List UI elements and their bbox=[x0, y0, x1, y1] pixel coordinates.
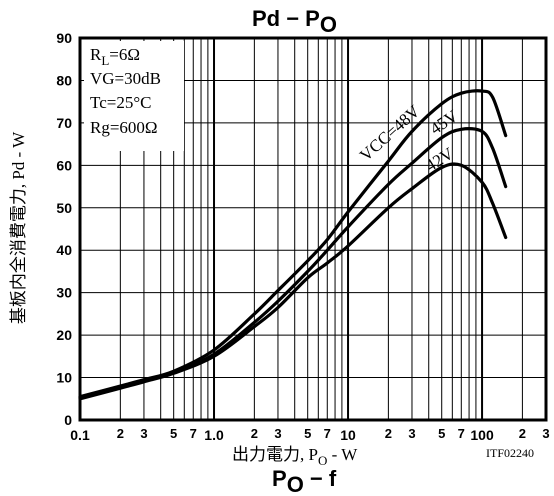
y-tick-label: 20 bbox=[56, 327, 72, 343]
chart-title: Pd − PO bbox=[252, 6, 337, 37]
figure-code: ITF02240 bbox=[486, 446, 534, 460]
y-tick-label: 60 bbox=[56, 157, 72, 173]
x-tick-label-major: 10 bbox=[340, 427, 356, 443]
x-tick-label-minor: 7 bbox=[458, 426, 465, 441]
y-axis-label: 基板内全消費電力, Pd - W bbox=[9, 131, 28, 324]
condition-rg: Rg=600Ω bbox=[90, 118, 158, 137]
x-tick-label-major: 100 bbox=[470, 427, 494, 443]
y-tick-label: 40 bbox=[56, 242, 72, 258]
x-tick-label-major: 0.1 bbox=[70, 427, 90, 443]
x-tick-label-minor: 5 bbox=[304, 426, 311, 441]
condition-vg: VG=30dB bbox=[90, 69, 161, 88]
y-tick-label: 0 bbox=[64, 412, 72, 428]
chart-title-subscript: O bbox=[320, 12, 337, 37]
footer-title: PO − f bbox=[272, 466, 337, 496]
condition-rl: RL=6Ω bbox=[90, 45, 140, 68]
plot-frame bbox=[78, 36, 548, 422]
y-tick-label: 50 bbox=[56, 200, 72, 216]
x-tick-label-minor: 3 bbox=[274, 426, 281, 441]
y-tick-label: 30 bbox=[56, 285, 72, 301]
condition-tc: Tc=25°C bbox=[90, 93, 151, 112]
x-tick-label-major: 1.0 bbox=[204, 427, 224, 443]
y-tick-labels: 0 10 20 30 40 50 60 70 80 90 bbox=[56, 30, 72, 428]
x-tick-label-minor: 2 bbox=[117, 426, 124, 441]
series-line-2 bbox=[78, 162, 508, 401]
x-tick-label-minor: 5 bbox=[438, 426, 445, 441]
x-tick-label-minor: 2 bbox=[385, 426, 392, 441]
y-tick-label: 70 bbox=[56, 115, 72, 131]
x-tick-label-minor: 7 bbox=[324, 426, 331, 441]
y-tick-label: 90 bbox=[56, 30, 72, 46]
x-tick-label-minor: 3 bbox=[542, 426, 549, 441]
x-tick-label-minor: 2 bbox=[519, 426, 526, 441]
y-tick-label: 80 bbox=[56, 72, 72, 88]
x-tick-label-minor: 7 bbox=[190, 426, 197, 441]
series-label-48v: VCC=48V bbox=[356, 101, 424, 165]
series-lines bbox=[78, 89, 508, 401]
y-tick-label: 10 bbox=[56, 370, 72, 386]
x-tick-label-minor: 3 bbox=[408, 426, 415, 441]
x-tick-label-minor: 3 bbox=[140, 426, 147, 441]
conditions-box bbox=[84, 41, 184, 151]
x-tick-label-minor: 5 bbox=[170, 426, 177, 441]
x-axis-label: 出力電力, PO - W bbox=[232, 445, 358, 468]
x-tick-label-minor: 2 bbox=[251, 426, 258, 441]
